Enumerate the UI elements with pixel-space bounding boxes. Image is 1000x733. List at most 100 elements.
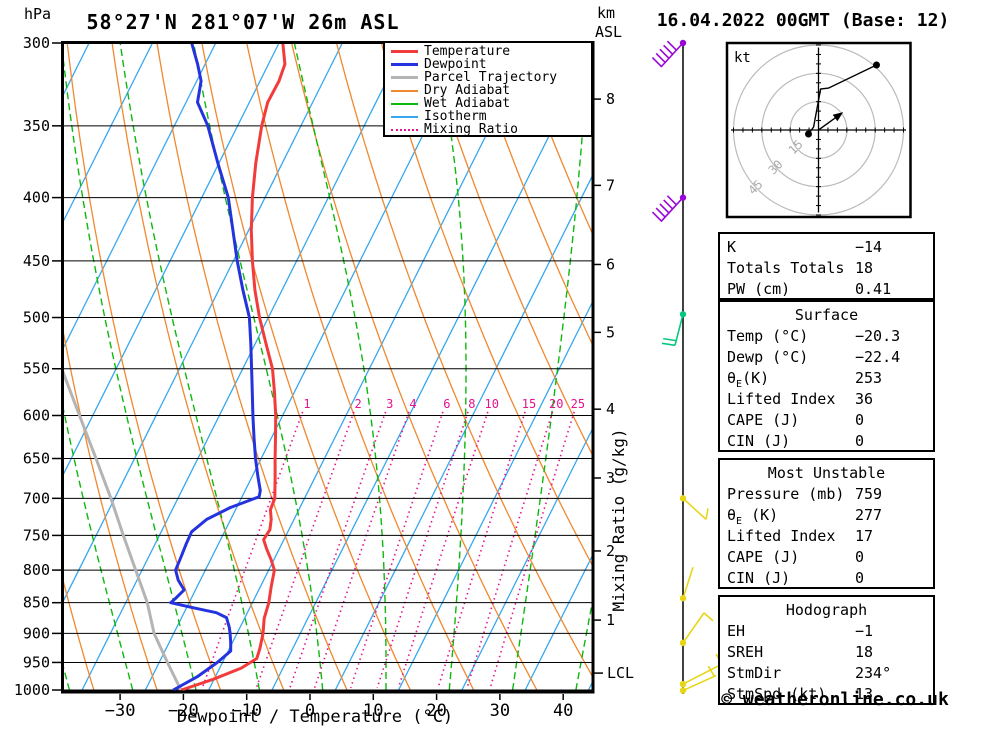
- run-date: 16.04.2022 00GMT (Base: 12): [656, 10, 950, 31]
- stat-row: StmSpd (kt) 13: [720, 684, 933, 705]
- wind-barb: [679, 612, 714, 647]
- dry-adiabat-line: [246, 42, 475, 691]
- hodograph-ring-label: 15: [786, 137, 806, 157]
- stat-label-subscript: E: [736, 379, 743, 390]
- temperature-curve: [181, 42, 287, 692]
- wind-barb-feather: [651, 211, 663, 222]
- pressure-tick-label: 950: [23, 653, 50, 671]
- stat-label: CAPE (J): [727, 548, 800, 566]
- panel-hodograph-stats: Hodograph EH −1 SREH 18 StmDir 234° StmSpd (kt)…: [718, 595, 935, 705]
- wind-barb-feather: [703, 612, 714, 622]
- stat-label: K: [727, 238, 737, 256]
- wind-barb: [661, 311, 687, 347]
- stat-row: θE (K) 277: [720, 505, 933, 527]
- wind-barb-stem: [682, 497, 707, 520]
- temp-tick-label: 20: [426, 701, 446, 721]
- hodograph-unit-label: kt: [734, 50, 751, 66]
- dry-adiabat-line: [62, 575, 95, 691]
- plot-gridlines: 1 2 3 4 6 8 10 15 20 25: [62, 42, 593, 692]
- stat-value: 13: [855, 685, 874, 703]
- stat-row: CAPE (J) 0: [720, 547, 933, 568]
- stat-value: −22.4: [855, 348, 901, 366]
- mixing-ratio-value-label: 6: [443, 397, 450, 411]
- stat-value: 36: [855, 390, 874, 408]
- pressure-tick-label: 1000: [14, 681, 50, 699]
- stat-value: 0: [855, 432, 865, 450]
- dry-adiabat-line: [290, 42, 538, 691]
- stat-label: Lifted Index: [727, 390, 836, 408]
- pressure-tick-label: 850: [23, 594, 50, 612]
- stat-label: EH: [727, 622, 746, 640]
- plot-frame: [61, 41, 595, 694]
- mixing-ratio-value-label: 1: [303, 397, 310, 411]
- legend-item: Temperature: [391, 45, 591, 58]
- wind-barb-feather: [659, 48, 670, 59]
- wind-barb-feather: [651, 56, 663, 68]
- wind-barb-feather: [655, 52, 666, 64]
- km-tick-label: 2: [606, 542, 615, 560]
- pressure-tick-label: 900: [23, 624, 50, 642]
- wind-barb-feather: [663, 199, 674, 210]
- stat-row: θE(K) 253: [720, 368, 933, 390]
- mixing-ratio-value-label: 3: [386, 397, 393, 411]
- stat-value: 0.41: [855, 280, 892, 298]
- temp-tick-label: 0: [305, 701, 315, 721]
- pressure-tick-label: 500: [23, 309, 50, 327]
- temp-tick-label: 40: [553, 701, 573, 721]
- stat-label: Dewp (°C): [727, 348, 809, 366]
- hodograph-trace-dot: [872, 61, 880, 69]
- stat-label: Lifted Index: [727, 527, 836, 545]
- stat-row: Temp (°C) −20.3: [720, 326, 933, 347]
- stat-label: Pressure (mb): [727, 485, 845, 503]
- stat-row: EH −1: [720, 621, 933, 642]
- stat-value: 759: [855, 485, 883, 503]
- km-tick-label: 5: [606, 323, 615, 341]
- wind-barb-feather: [659, 203, 670, 214]
- credit-link[interactable]: © weatheronline.co.uk: [721, 689, 949, 710]
- isotherm-line: [62, 42, 343, 605]
- stat-label: StmDir: [727, 664, 782, 682]
- isotherm-line: [81, 42, 407, 691]
- stat-label: CAPE (J): [727, 411, 800, 429]
- hodograph-frame: [725, 41, 912, 219]
- mixing-ratio-value-label: 20: [549, 397, 563, 411]
- stat-row: StmDir 234°: [720, 663, 933, 684]
- stat-label: StmSpd (kt): [727, 685, 827, 703]
- wet-adiabat-line: [435, 42, 467, 691]
- legend-item-label: Dewpoint: [424, 57, 487, 72]
- temp-tick-label: −30: [105, 701, 136, 721]
- dewpoint-curve: [169, 42, 262, 692]
- legend: Temperature Dewpoint Parcel Trajectory Dry …: [383, 41, 593, 137]
- pressure-tick-label: 450: [23, 252, 50, 270]
- wet-adiabat-line: [293, 42, 387, 690]
- mixing-ratio-line: [313, 411, 410, 689]
- dry-adiabat-line: [515, 42, 593, 237]
- pressure-tick-label: 800: [23, 561, 50, 579]
- wind-barb: [679, 566, 694, 602]
- panel-surface: Surface Temp (°C) −20.3 Dewp (°C) −22.4 θE(K)…: [718, 300, 935, 452]
- panel-header: Most Unstable: [767, 464, 886, 482]
- mixing-ratio-line: [349, 411, 444, 689]
- stat-value: 0: [855, 569, 865, 587]
- legend-item: Parcel Trajectory: [391, 71, 591, 84]
- stat-value: 18: [855, 259, 874, 277]
- km-axis-unit: km: [597, 4, 616, 22]
- stat-label: Totals Totals: [727, 259, 845, 277]
- stat-label-subscript: E: [736, 516, 743, 527]
- km-tick-label: 7: [606, 176, 615, 194]
- stat-value: 234°: [855, 664, 892, 682]
- wind-barb-feather: [661, 342, 676, 347]
- stat-row: CIN (J) 0: [720, 431, 933, 452]
- isotherm-line: [524, 552, 593, 691]
- dry-adiabat-line: [425, 42, 593, 458]
- mixing-ratio-line: [376, 411, 469, 689]
- wind-barb: [651, 194, 687, 223]
- pressure-tick-label: 700: [23, 489, 50, 507]
- km-tick-label: 6: [606, 255, 615, 273]
- asl-axis-unit: ASL: [595, 23, 623, 41]
- parcel-trajectory-curve: [62, 366, 183, 691]
- mixing-ratio-value-label: 25: [571, 397, 585, 411]
- stat-value: −1: [855, 622, 874, 640]
- pressure-tick-label: 600: [23, 406, 50, 424]
- stat-label: Temp (°C): [727, 327, 809, 345]
